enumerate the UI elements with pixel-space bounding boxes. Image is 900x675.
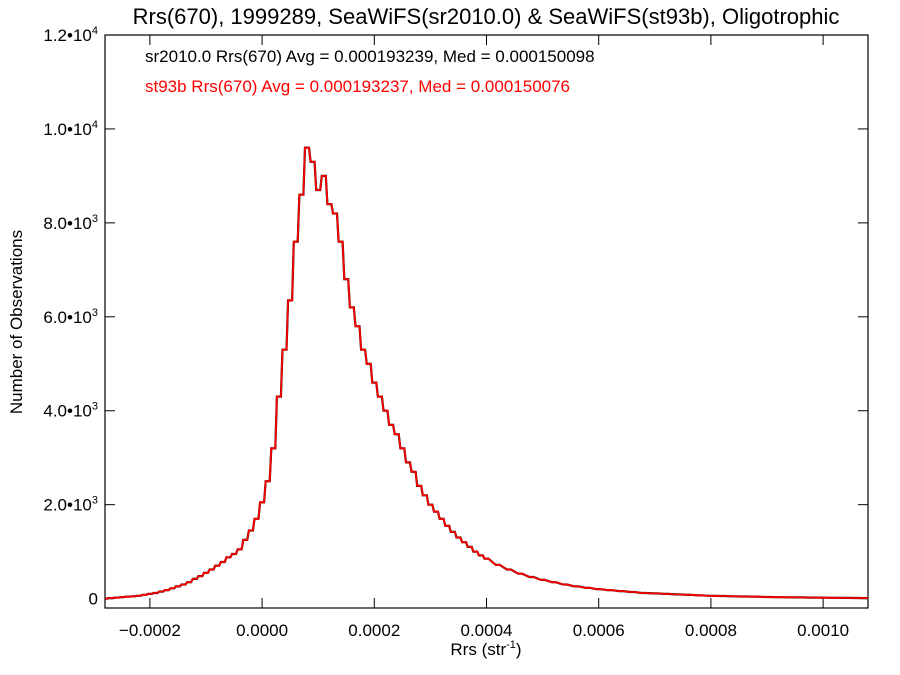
- annotation-sr2010: sr2010.0 Rrs(670) Avg = 0.000193239, Med…: [145, 47, 595, 66]
- x-tick-label: 0.0004: [461, 621, 513, 640]
- x-tick-label: 0.0006: [573, 621, 625, 640]
- y-tick-label-exp: 3: [92, 401, 98, 413]
- y-tick-label-exp: 3: [92, 213, 98, 225]
- annotation-st93b: st93b Rrs(670) Avg = 0.000193237, Med = …: [145, 77, 570, 96]
- x-axis-ticks: −0.0002 0.0000 0.0002 0.0004 0.0006 0.0008 0.0…: [119, 35, 849, 640]
- y-tick-label-base: 8.0•10: [43, 214, 92, 233]
- histogram-series-st93b: [105, 146, 868, 600]
- x-tick-label: 0.0000: [236, 621, 288, 640]
- x-tick-label: 0.0002: [348, 621, 400, 640]
- y-tick-label-base: 0: [89, 590, 98, 609]
- y-tick-label: 4.0•103: [43, 401, 98, 421]
- y-tick-label-exp: 3: [92, 307, 98, 319]
- y-tick-label: 8.0•103: [43, 213, 98, 233]
- y-tick-label-exp: 4: [92, 119, 98, 131]
- x-axis-label-sup: -1: [506, 639, 516, 651]
- x-axis-label-main: Rrs (str: [450, 640, 506, 659]
- plot-frame: [104, 34, 869, 609]
- y-tick-label-base: 4.0•10: [43, 402, 92, 421]
- histogram-series-sr2010: [105, 146, 868, 600]
- y-tick-label: 1.2•104: [43, 25, 98, 45]
- y-tick-label: 0: [89, 590, 98, 609]
- series-layer: [105, 146, 868, 600]
- x-tick-label: 0.0008: [685, 621, 737, 640]
- y-tick-label-base: 2.0•10: [43, 496, 92, 515]
- y-tick-label-base: 6.0•10: [43, 308, 92, 327]
- y-tick-label-base: 1.2•10: [43, 26, 92, 45]
- y-tick-label: 6.0•103: [43, 307, 98, 327]
- x-axis-label-tail: ): [516, 640, 522, 659]
- y-tick-label: 1.0•104: [43, 119, 98, 139]
- chart-title: Rrs(670), 1999289, SeaWiFS(sr2010.0) & S…: [133, 4, 840, 29]
- y-axis-ticks: 02.0•1034.0•1036.0•1038.0•1031.0•1041.2•…: [43, 25, 868, 609]
- y-tick-label-exp: 3: [92, 495, 98, 507]
- x-tick-label: 0.0010: [797, 621, 849, 640]
- y-tick-label-exp: 4: [92, 25, 98, 37]
- legend-annotations: sr2010.0 Rrs(670) Avg = 0.000193239, Med…: [145, 47, 595, 96]
- y-tick-label-base: 1.0•10: [43, 120, 92, 139]
- y-tick-label: 2.0•103: [43, 495, 98, 515]
- y-axis-label: Number of Observations: [7, 230, 26, 414]
- x-tick-label: −0.0002: [119, 621, 181, 640]
- x-axis-label: Rrs (str-1): [450, 639, 521, 659]
